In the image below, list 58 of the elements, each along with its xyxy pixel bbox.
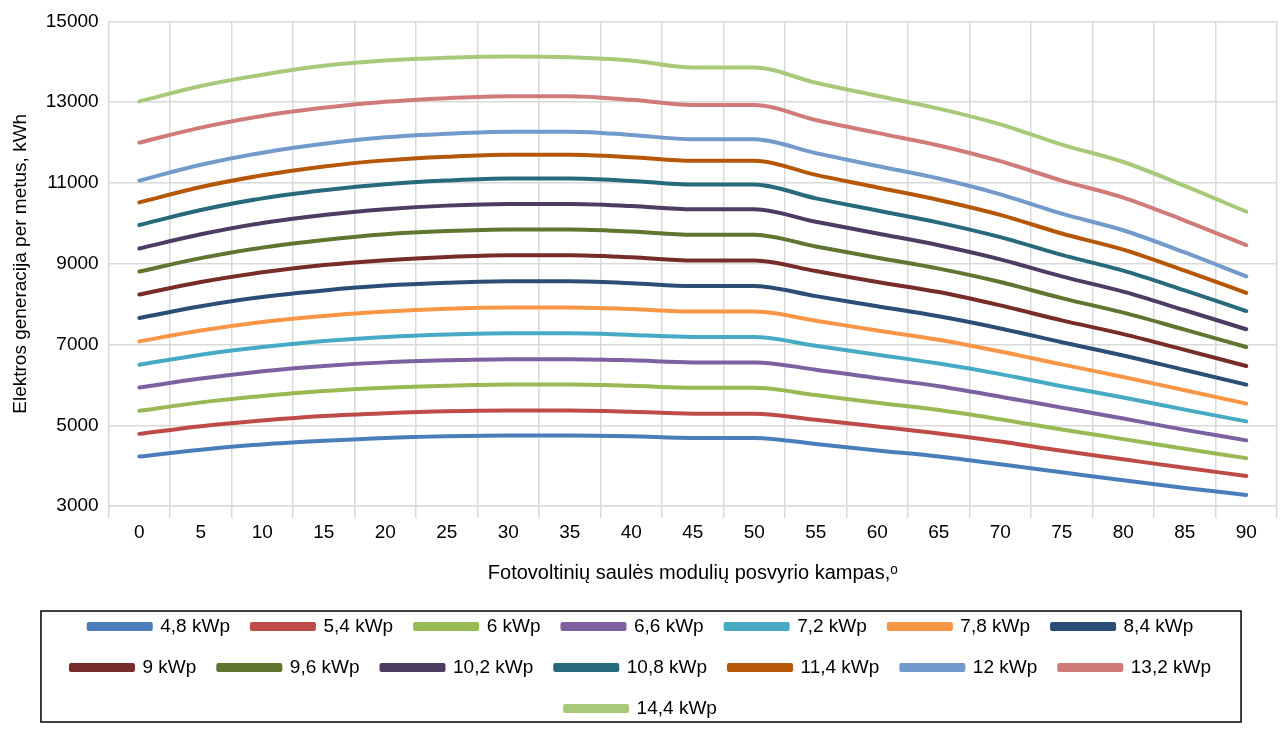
legend-label: 9,6 kWp [289, 655, 360, 677]
x-axis-title: Fotovoltinių saulės modulių posvyrio kampas,ᵒ [487, 560, 898, 583]
legend-label: 10,2 kWp [453, 655, 534, 677]
y-tick-label: 7000 [56, 332, 99, 354]
x-tick-label: 45 [682, 520, 704, 542]
line-series [137, 94, 1249, 248]
legend-label: 14,4 kWp [636, 696, 717, 718]
x-tick-label: 35 [559, 520, 581, 542]
x-tick-label: 75 [1051, 520, 1073, 542]
line-series [137, 176, 1249, 314]
x-tick-label: 80 [1112, 520, 1134, 542]
legend-label: 4,8 kWp [160, 614, 230, 636]
y-tick-label: 13000 [45, 90, 99, 112]
x-tick-label: 0 [134, 520, 145, 542]
legend-label: 5,4 kWp [323, 614, 394, 636]
y-tick-label: 5000 [56, 413, 99, 435]
line-series [137, 129, 1249, 279]
legend-label: 13,2 kWp [1130, 655, 1212, 677]
x-tick-label: 25 [436, 520, 458, 542]
line-series [137, 202, 1249, 332]
line-series [137, 227, 1249, 350]
legend-label: 8,4 kWp [1123, 614, 1194, 636]
y-tick-label: 9000 [56, 252, 99, 274]
line-series [137, 305, 1249, 406]
x-tick-label: 20 [374, 520, 396, 542]
line-series [137, 54, 1249, 214]
x-tick-label: 10 [251, 520, 273, 542]
line-series [137, 433, 1249, 497]
x-tick-label: 90 [1235, 520, 1257, 542]
line-series [137, 279, 1249, 387]
line-series [137, 357, 1249, 443]
legend-label: 6 kWp [486, 614, 541, 636]
x-tick-label: 60 [866, 520, 888, 542]
x-tick-label: 15 [313, 520, 335, 542]
legend-label: 7,8 kWp [960, 614, 1031, 636]
x-tick-label: 55 [805, 520, 827, 542]
x-tick-label: 65 [928, 520, 950, 542]
y-tick-label: 3000 [56, 494, 99, 516]
legend-label: 10,8 kWp [626, 655, 708, 677]
line-series [137, 152, 1249, 295]
x-tick-label: 85 [1174, 520, 1196, 542]
line-series [137, 253, 1249, 369]
y-axis-title: Elektros generacija per metus, kWh [8, 113, 30, 414]
x-tick-label: 5 [195, 520, 207, 542]
line-series [137, 331, 1249, 424]
y-tick-label: 11000 [47, 171, 99, 193]
x-tick-label: 40 [620, 520, 642, 542]
line-series [137, 408, 1249, 478]
x-tick-label: 30 [497, 520, 519, 542]
legend-label: 6,6 kWp [633, 614, 704, 636]
x-tick-label: 70 [989, 520, 1011, 542]
legend-label: 7,2 kWp [797, 614, 867, 636]
x-tick-label: 50 [743, 520, 765, 542]
legend-label: 9 kWp [142, 655, 197, 677]
y-tick-label: 15000 [45, 9, 99, 31]
legend-label: 12 kWp [972, 655, 1038, 677]
line-series [137, 382, 1249, 461]
legend-label: 11,4 kWp [800, 655, 880, 677]
